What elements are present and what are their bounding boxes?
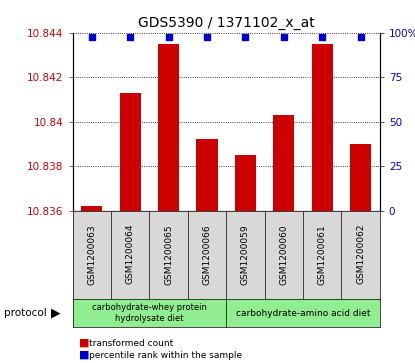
Bar [235, 155, 256, 211]
Text: ▶: ▶ [51, 307, 61, 319]
Bar [158, 44, 179, 211]
Text: protocol: protocol [4, 308, 47, 318]
Text: GSM1200061: GSM1200061 [317, 224, 327, 285]
Text: ■: ■ [79, 338, 89, 348]
Text: carbohydrate-whey protein
hydrolysate diet: carbohydrate-whey protein hydrolysate di… [92, 303, 207, 323]
Title: GDS5390 / 1371102_x_at: GDS5390 / 1371102_x_at [138, 16, 315, 30]
Bar [273, 115, 294, 211]
Text: carbohydrate-amino acid diet: carbohydrate-amino acid diet [236, 309, 370, 318]
Text: GSM1200062: GSM1200062 [356, 224, 365, 284]
Text: GSM1200063: GSM1200063 [87, 224, 96, 285]
Text: GSM1200060: GSM1200060 [279, 224, 288, 285]
Text: GSM1200065: GSM1200065 [164, 224, 173, 285]
Text: percentile rank within the sample: percentile rank within the sample [89, 351, 242, 359]
Bar [81, 206, 103, 211]
Text: GSM1200064: GSM1200064 [126, 224, 135, 284]
Text: transformed count: transformed count [89, 339, 173, 347]
Bar [196, 139, 217, 211]
Text: ■: ■ [79, 350, 89, 360]
Text: GSM1200066: GSM1200066 [203, 224, 212, 285]
Text: GSM1200059: GSM1200059 [241, 224, 250, 285]
Bar [120, 93, 141, 211]
Bar [350, 144, 371, 211]
Bar [312, 44, 333, 211]
